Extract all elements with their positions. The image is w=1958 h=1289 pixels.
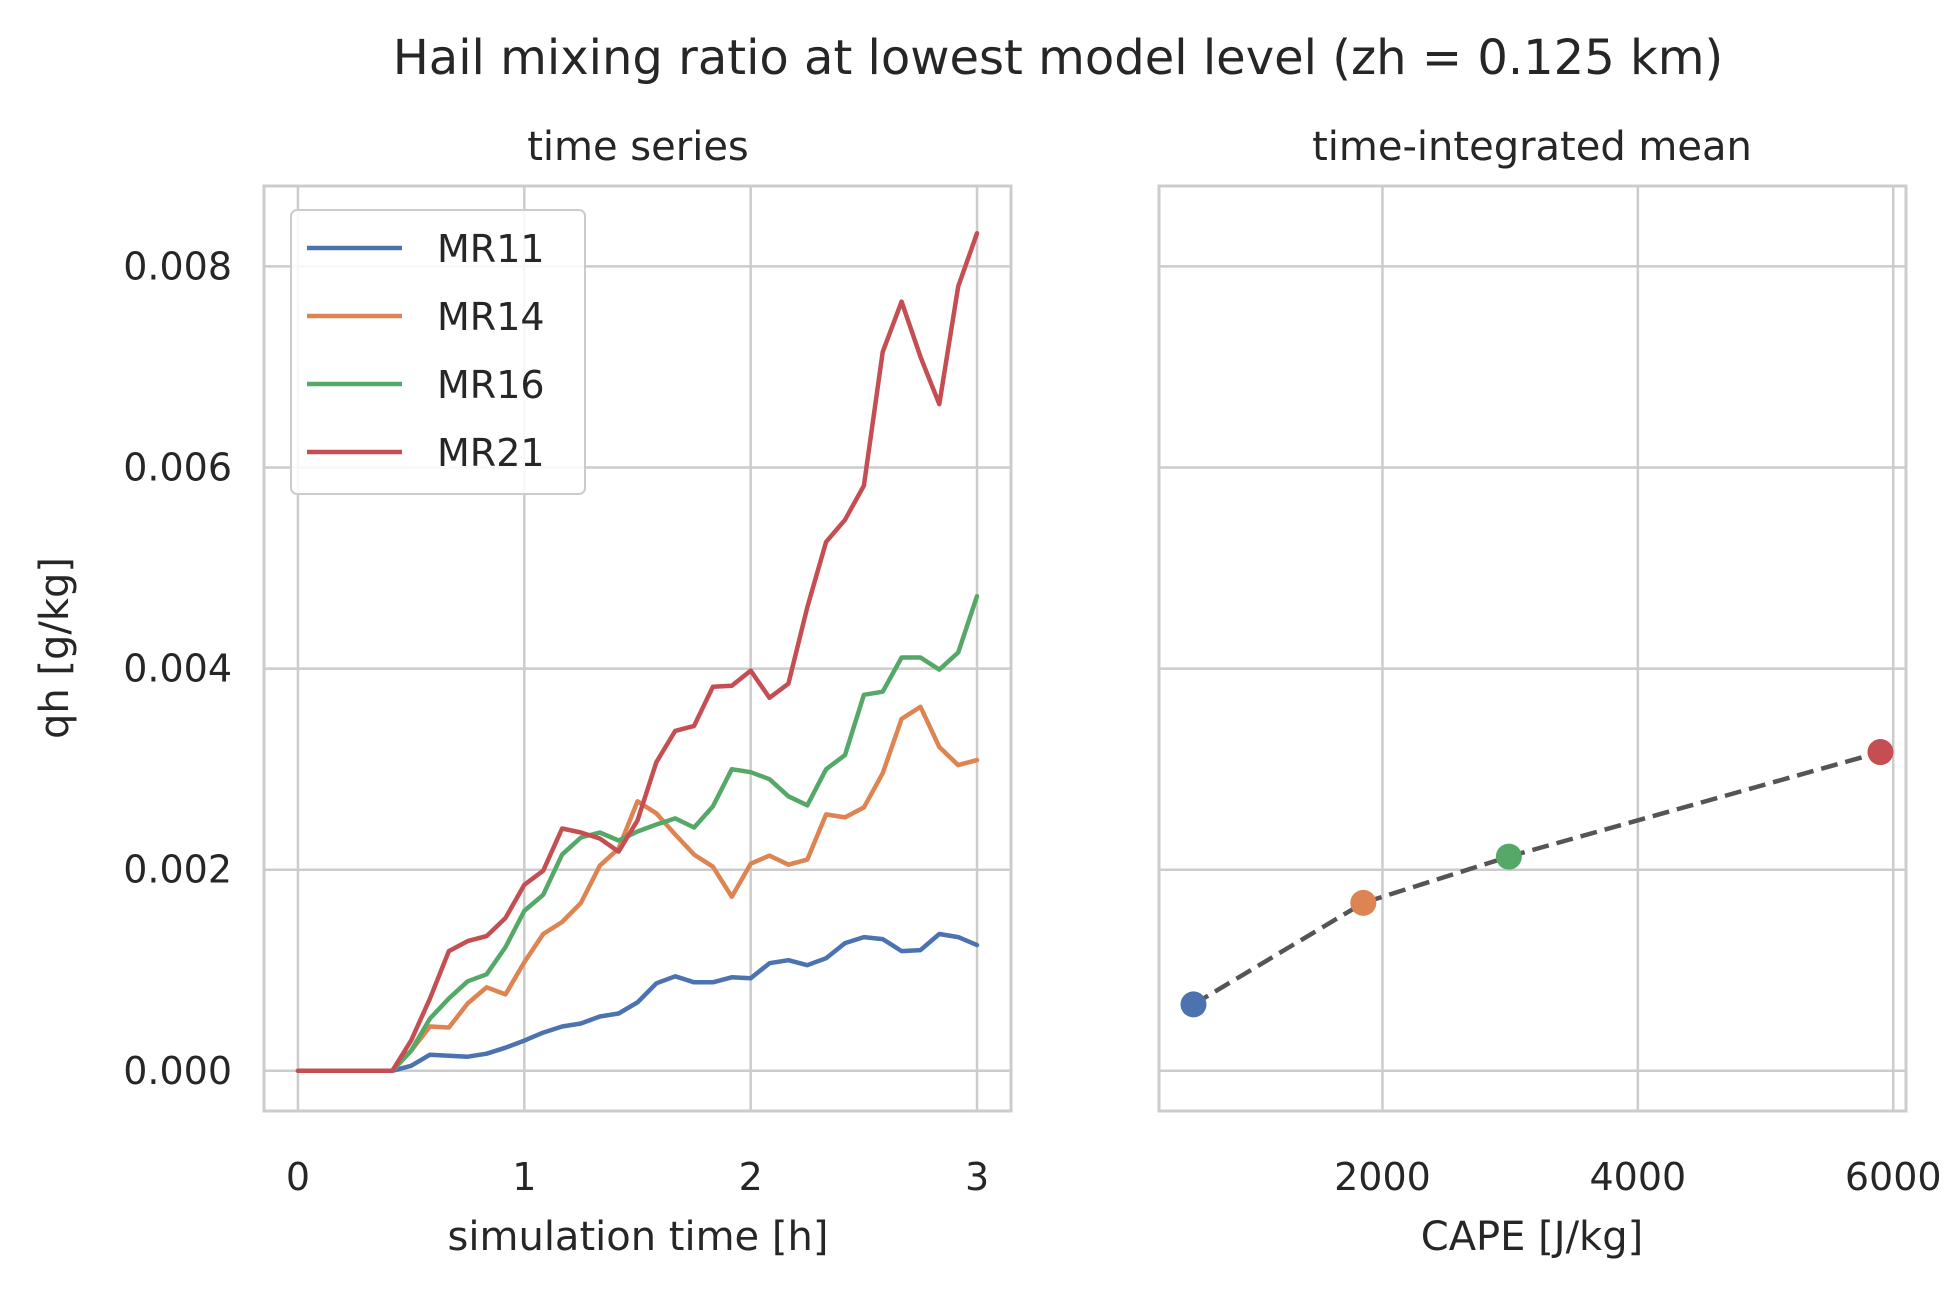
left-series-lines [295,231,980,1074]
legend-label-mr21: MR21 [437,431,545,475]
right-x-tick-label: 4000 [1589,1155,1686,1199]
left-x-tick-label: 0 [286,1155,310,1199]
left-y-tick-label: 0.006 [123,446,232,490]
right-x-axis-label: CAPE [J/kg] [1421,1214,1643,1260]
right-plot-area [1159,186,1906,1111]
left-panel-title: time series [527,124,749,170]
legend: MR11 MR14 MR16 MR21 [290,209,586,495]
legend-label-mr11: MR11 [437,227,545,271]
series-line-mr16 [295,593,980,1074]
legend-label-mr14: MR14 [437,295,545,339]
left-y-tick-label: 0.000 [123,1049,232,1093]
right-x-tick-label: 6000 [1845,1155,1942,1199]
left-x-tick-label: 2 [739,1155,763,1199]
right-series-marks [1180,739,1894,1018]
series-line-mr11 [295,931,980,1074]
left-y-tick-label: 0.004 [123,647,232,691]
right-gridlines [1159,186,1906,1111]
left-x-tick-label: 3 [965,1155,989,1199]
mean-point-mr16 [1495,843,1522,870]
figure-title: Hail mixing ratio at lowest model level … [393,30,1724,86]
right-x-tick-label: 2000 [1334,1155,1431,1199]
left-axes-frame [262,184,1013,1113]
left-y-tick-label: 0.002 [123,848,232,892]
right-axes-frame [1157,184,1908,1113]
mean-point-mr14 [1350,889,1377,916]
left-x-tick-labels: 0 1 2 3 [286,1155,989,1199]
mean-point-mr21 [1867,739,1894,766]
right-x-tick-labels: 2000 4000 6000 [1334,1155,1941,1199]
series-line-mr21 [295,231,980,1074]
left-y-tick-labels: 0.000 0.002 0.004 0.006 0.008 [123,244,232,1092]
left-y-tick-label: 0.008 [123,244,232,288]
right-panel-title: time-integrated mean [1312,124,1752,170]
mean-point-mr11 [1180,991,1207,1018]
legend-entries: MR11 MR14 MR16 MR21 [307,227,545,475]
left-y-axis-label: qh [g/kg] [32,557,78,739]
left-x-axis-label: simulation time [h] [448,1214,829,1260]
panel-time-series: 0 1 2 3 0.000 0.002 0.004 0.006 0.008 time seri… [32,124,1013,1260]
legend-label-mr16: MR16 [437,363,545,407]
panel-time-integrated-mean: 2000 4000 6000 time-integrated mean CAPE [… [1157,124,1942,1260]
legend-box [290,209,586,495]
left-x-tick-label: 1 [512,1155,536,1199]
